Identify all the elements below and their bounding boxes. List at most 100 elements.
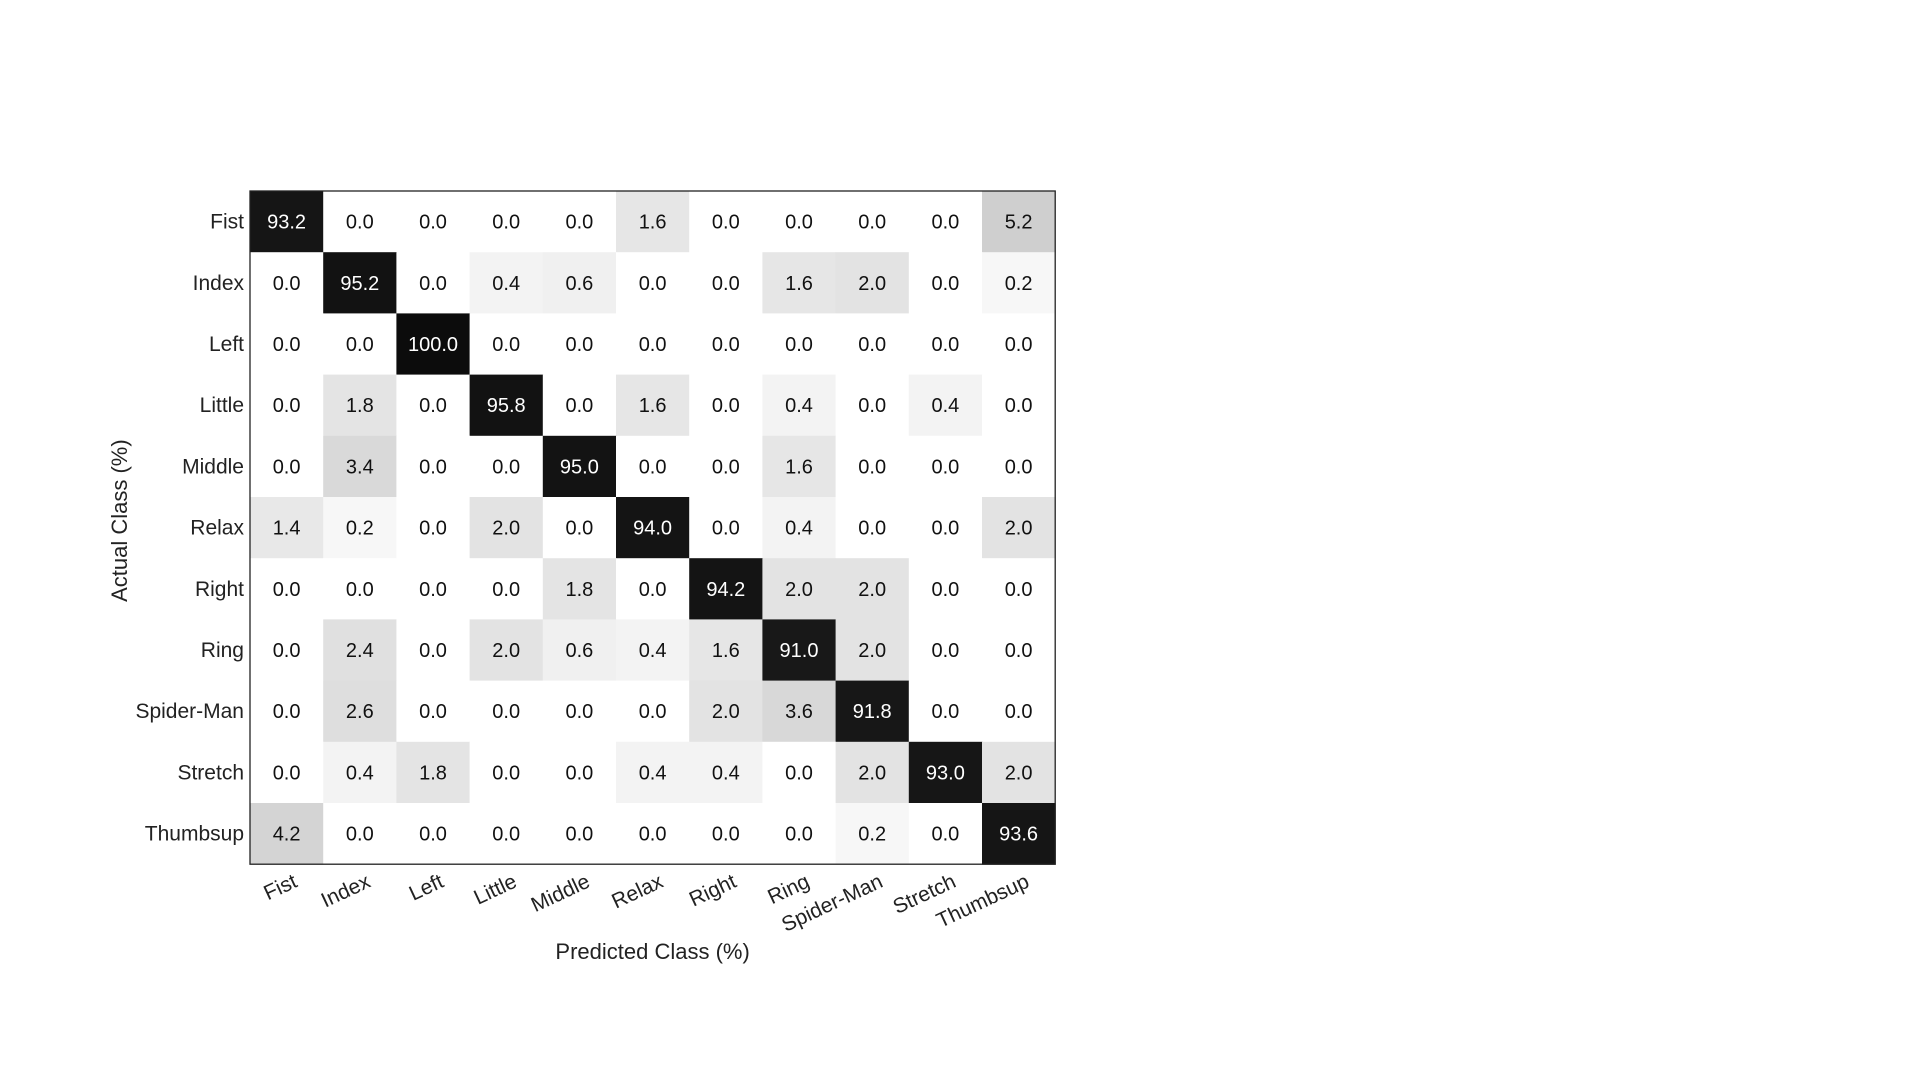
cell-value-label: 5.2: [1005, 212, 1033, 234]
cell-value-label: 91.8: [853, 701, 892, 723]
cell-value-label: 0.0: [858, 395, 886, 417]
heatmap-cell: [908, 191, 983, 253]
cell-value-label: 1.8: [419, 762, 447, 784]
cell-value-label: 1.6: [712, 640, 740, 662]
heatmap-cell: [762, 680, 837, 743]
cell-value-label: 0.0: [785, 762, 813, 784]
heatmap-cell: [835, 313, 910, 376]
cell-value-label: 91.0: [780, 640, 819, 662]
cell-value-label: 0.0: [346, 212, 374, 234]
heatmap-cell: [982, 497, 1056, 559]
cell-value-label: 0.2: [346, 518, 374, 540]
heatmap-cell: [542, 741, 617, 804]
heatmap-cell: [762, 435, 837, 498]
cell-value-label: 3.4: [346, 456, 374, 478]
cell-value-label: 0.0: [931, 579, 959, 601]
cell-value-label: 0.0: [639, 456, 667, 478]
y-axis-ticks: Fist Index Left Little Middle Relax Right Ring S…: [135, 211, 244, 846]
heatmap-cell: [542, 374, 617, 437]
heatmap-cell: [835, 435, 910, 498]
heatmap-cell: [469, 191, 544, 253]
heatmap-cell: [835, 803, 910, 865]
heatmap-cell: [689, 741, 763, 804]
heatmap-cell: [396, 558, 471, 620]
heatmap-cell: [250, 619, 324, 682]
cell-value-label: 0.0: [565, 762, 593, 784]
cell-value-label: 0.0: [346, 579, 374, 601]
heatmap-cell: [762, 313, 837, 376]
cell-value-label: 0.0: [639, 273, 667, 295]
cell-value-label: 0.0: [492, 212, 520, 234]
heatmap-cell: [835, 741, 910, 804]
heatmap-cell: [835, 252, 910, 314]
heatmap-cell: [616, 741, 690, 804]
heatmap-cell: [835, 497, 910, 559]
heatmap-cell: [396, 741, 471, 804]
heatmap-cell: [542, 191, 617, 253]
heatmap-cell: [908, 374, 983, 437]
cell-value-label: 0.0: [492, 456, 520, 478]
heatmap-cell: [323, 252, 397, 314]
cell-value-label: 0.0: [1005, 395, 1033, 417]
cell-value-label: 1.8: [346, 395, 374, 417]
cell-value-label: 0.4: [785, 518, 813, 540]
cell-value-label: 0.0: [273, 456, 301, 478]
heatmap-cell: [908, 803, 983, 865]
y-tick-label: Fist: [210, 211, 244, 234]
cell-value-label: 95.0: [560, 456, 599, 478]
cell-value-label: 0.0: [419, 273, 447, 295]
y-tick-label: Stretch: [177, 761, 244, 784]
heatmap-cell: [908, 313, 983, 376]
x-axis-ticks: Fist Index Left Little Middle Relax Right RingS…: [260, 870, 1032, 937]
cell-value-label: 0.0: [858, 334, 886, 356]
heatmap-cell: [469, 497, 544, 559]
heatmap-cell: [908, 619, 983, 682]
heatmap-cell: [762, 558, 837, 620]
heatmap-cell: [616, 313, 690, 376]
cell-value-label: 0.0: [931, 456, 959, 478]
heatmap-cell: [250, 558, 324, 620]
cell-value-label: 95.2: [340, 273, 379, 295]
cell-value-label: 0.0: [565, 701, 593, 723]
heatmap-cell: [542, 435, 617, 498]
heatmap-cell: [689, 619, 763, 682]
heatmap-cell: [908, 497, 983, 559]
cell-value-label: 0.0: [785, 334, 813, 356]
cell-value-label: 0.4: [785, 395, 813, 417]
cell-value-label: 2.0: [858, 762, 886, 784]
cell-value-label: 0.0: [931, 824, 959, 846]
heatmap-cell: [982, 252, 1056, 314]
heatmap-cell: [323, 191, 397, 253]
heatmap-cell: [250, 803, 324, 865]
cell-value-label: 0.2: [858, 824, 886, 846]
heatmap-cell: [982, 191, 1056, 253]
cell-value-label: 0.0: [565, 212, 593, 234]
cell-value-label: 0.0: [492, 579, 520, 601]
heatmap-cell: [396, 497, 471, 559]
heatmap-cell: [982, 680, 1056, 743]
x-tick-label: Fist: [260, 870, 301, 905]
heatmap-cell: [762, 191, 837, 253]
cell-value-label: 0.0: [273, 762, 301, 784]
cell-value-label: 0.6: [565, 640, 593, 662]
x-tick-label: Little: [470, 870, 520, 910]
cell-value-label: 0.0: [785, 212, 813, 234]
y-tick-label: Spider-Man: [135, 700, 244, 723]
heatmap-cell: [616, 435, 690, 498]
cell-value-label: 0.0: [419, 518, 447, 540]
heatmap-cell: [250, 191, 324, 253]
heatmap-cell: [469, 374, 544, 437]
cell-value-label: 0.0: [492, 701, 520, 723]
heatmap-cell: [835, 374, 910, 437]
x-tick-label: Middle: [528, 870, 594, 917]
cell-value-label: 0.6: [565, 273, 593, 295]
heatmap-cell: [250, 497, 324, 559]
heatmap-cell: [469, 619, 544, 682]
cell-value-label: 0.0: [639, 701, 667, 723]
heatmap-cell: [689, 497, 763, 559]
heatmap-cell: [542, 252, 617, 314]
heatmap-cell: [396, 680, 471, 743]
heatmap-cell: [689, 803, 763, 865]
heatmap-cell: [982, 558, 1056, 620]
